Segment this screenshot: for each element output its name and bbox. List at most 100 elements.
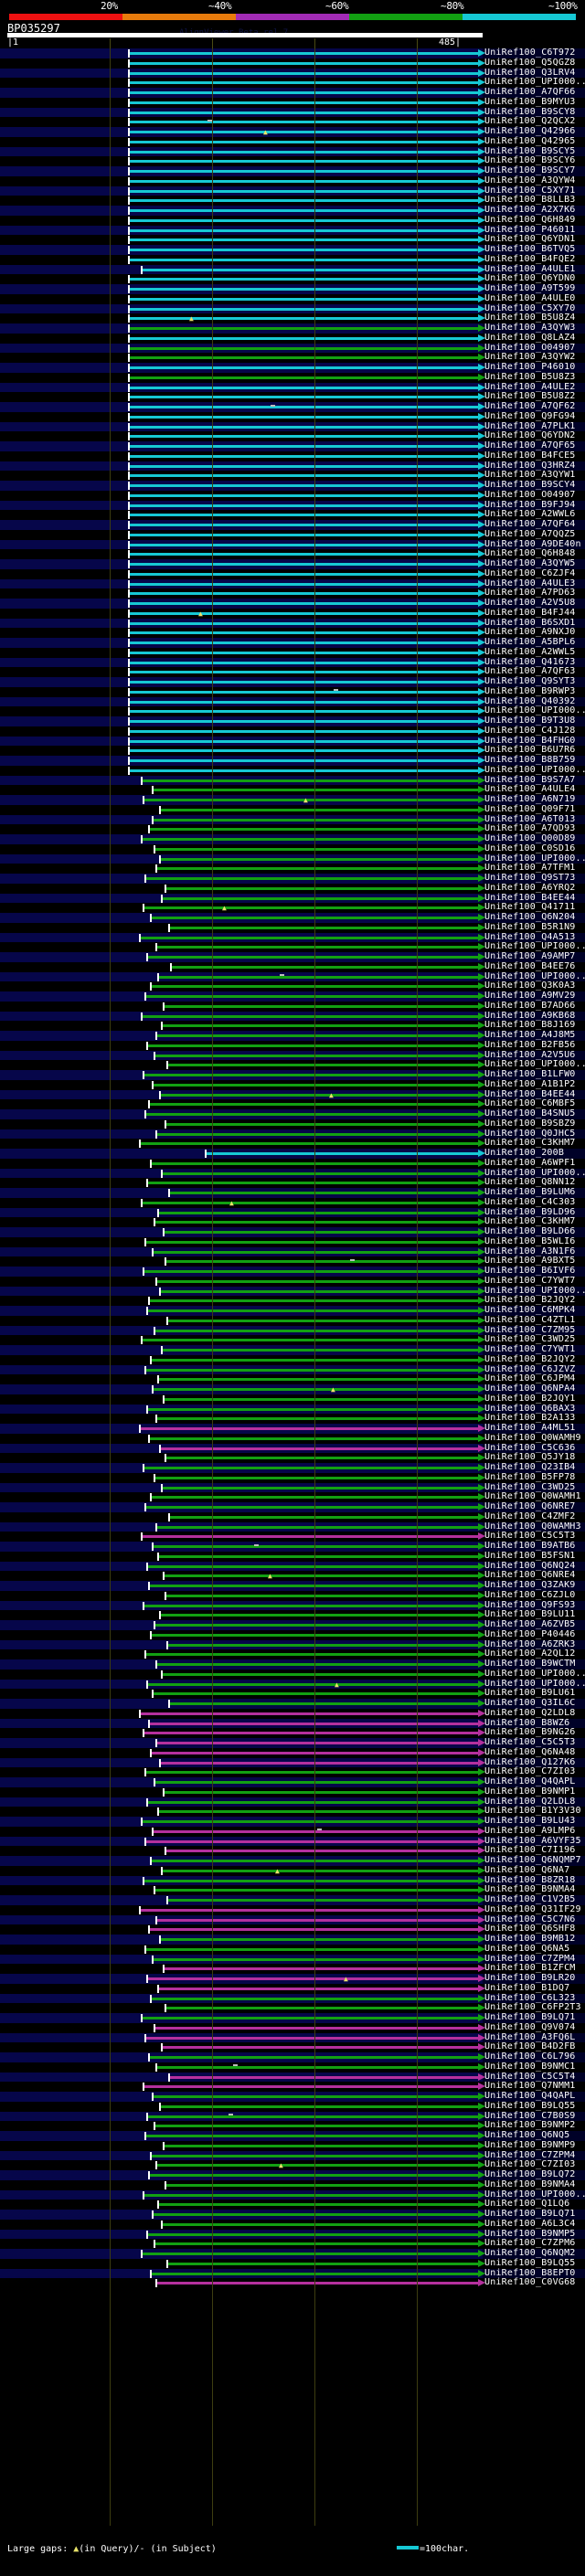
alignment-bar[interactable] — [155, 1221, 478, 1224]
hit-row[interactable]: UniRef100_UPI000... — [0, 941, 585, 952]
alignment-bar[interactable] — [130, 61, 478, 65]
hit-row[interactable]: UniRef100_P46011 — [0, 225, 585, 236]
alignment-bar[interactable] — [163, 2222, 478, 2226]
hit-label[interactable]: UniRef100_B9LQ71 — [484, 2012, 576, 2022]
hit-row[interactable]: UniRef100_B9RWP3 — [0, 686, 585, 697]
hit-row[interactable]: UniRef100_P46010 — [0, 362, 585, 373]
hit-label[interactable]: UniRef100_UPI000... — [484, 970, 585, 981]
hit-label[interactable]: UniRef100_B8EPT0 — [484, 2267, 576, 2278]
alignment-bar[interactable] — [130, 366, 478, 369]
alignment-bar[interactable] — [157, 2282, 478, 2285]
hit-row[interactable]: UniRef100_Q09F71 — [0, 803, 585, 815]
alignment-bar[interactable] — [130, 582, 478, 586]
alignment-bar[interactable] — [168, 2262, 478, 2265]
hit-row[interactable]: UniRef100_A3N1F6 — [0, 1246, 585, 1257]
hit-label[interactable]: UniRef100_C7ZPM4 — [484, 2149, 576, 2160]
alignment-bar[interactable] — [161, 1938, 478, 1941]
alignment-bar[interactable] — [150, 1299, 478, 1303]
alignment-bar[interactable] — [161, 1093, 478, 1097]
alignment-bar[interactable] — [168, 1064, 478, 1067]
hit-label[interactable]: UniRef100_O04907 — [484, 489, 576, 500]
hit-row[interactable]: UniRef100_B4SNU5 — [0, 1108, 585, 1119]
hit-label[interactable]: UniRef100_A3QYW4 — [484, 175, 576, 186]
hit-label[interactable]: UniRef100_B4EE76 — [484, 960, 576, 971]
hit-label[interactable]: UniRef100_Q6NQ24 — [484, 1560, 576, 1571]
hit-row[interactable]: ▲ UniRef100_Q42966 — [0, 126, 585, 137]
hit-row[interactable]: UniRef100_A4ULE2 — [0, 382, 585, 393]
hit-label[interactable]: UniRef100_Q6YDN1 — [484, 234, 576, 245]
alignment-bar[interactable] — [130, 209, 478, 212]
hit-row[interactable]: UniRef100_UPI000... — [0, 1286, 585, 1297]
hit-row[interactable]: UniRef100_A2V5U6 — [0, 1050, 585, 1061]
alignment-bar[interactable] — [130, 611, 478, 615]
alignment-bar[interactable] — [172, 965, 478, 969]
hit-label[interactable]: UniRef100_Q6NA48 — [484, 1746, 576, 1757]
alignment-bar[interactable] — [130, 336, 478, 340]
alignment-bar[interactable] — [154, 818, 478, 822]
hit-label[interactable]: UniRef100_Q0JHC5 — [484, 1128, 576, 1139]
hit-label[interactable]: UniRef100_UPI000... — [484, 941, 585, 952]
hit-label[interactable]: UniRef100_C6JPM4 — [484, 1373, 576, 1384]
hit-row[interactable]: UniRef100_B9NMP9 — [0, 2140, 585, 2151]
alignment-bar[interactable] — [141, 1908, 478, 1912]
hit-label[interactable]: UniRef100_A3QYW3 — [484, 323, 576, 333]
hit-label[interactable]: UniRef100_B9SCY7 — [484, 165, 576, 175]
alignment-bar[interactable] — [165, 1790, 478, 1794]
hit-row[interactable]: UniRef100_B9LQ55 — [0, 2101, 585, 2112]
hit-label[interactable]: UniRef100_B9LUM6 — [484, 1187, 576, 1197]
hit-label[interactable]: UniRef100_A7QF63 — [484, 666, 576, 677]
alignment-bar[interactable] — [150, 2174, 478, 2177]
hit-row[interactable]: UniRef100_A3QYW4 — [0, 175, 585, 186]
hit-label[interactable]: UniRef100_B7AD66 — [484, 1000, 576, 1011]
hit-label[interactable]: UniRef100_C6FP2T3 — [484, 2002, 581, 2013]
alignment-bar[interactable] — [130, 572, 478, 576]
hit-row[interactable]: UniRef100_B5FP78 — [0, 1472, 585, 1483]
hit-label[interactable]: UniRef100_C5C5T4 — [484, 2071, 576, 2082]
alignment-bar[interactable] — [168, 1319, 478, 1322]
alignment-bar[interactable] — [130, 160, 478, 164]
alignment-bar[interactable] — [130, 454, 478, 458]
hit-label[interactable]: UniRef100_P40446 — [484, 1628, 576, 1639]
hit-row[interactable]: UniRef100_B9LQ72 — [0, 2169, 585, 2180]
hit-row[interactable]: UniRef100_B9SCY7 — [0, 165, 585, 176]
hit-label[interactable]: UniRef100_Q0WAMH3 — [484, 1521, 581, 1532]
alignment-bar[interactable] — [130, 297, 478, 301]
hit-label[interactable]: UniRef100_UPI000... — [484, 853, 585, 864]
hit-row[interactable]: UniRef100_Q6YDN0 — [0, 273, 585, 284]
hit-label[interactable]: UniRef100_A7QQZ5 — [484, 528, 576, 539]
hit-label[interactable]: UniRef100_Q09F71 — [484, 803, 576, 814]
hit-row[interactable]: UniRef100_Q8NN12 — [0, 1177, 585, 1188]
alignment-bar[interactable] — [148, 1407, 478, 1411]
hit-row[interactable]: UniRef100_B6TVQ5 — [0, 244, 585, 255]
alignment-bar[interactable] — [130, 228, 478, 232]
alignment-bar[interactable] — [130, 91, 478, 94]
hit-row[interactable]: UniRef100_B2A133 — [0, 1413, 585, 1424]
alignment-bar[interactable] — [157, 2065, 478, 2069]
alignment-bar[interactable] — [130, 484, 478, 487]
hit-label[interactable]: UniRef100_B1LFW0 — [484, 1069, 576, 1079]
alignment-bar[interactable] — [144, 1732, 478, 1735]
hit-row[interactable]: UniRef100_C6MBF5 — [0, 1098, 585, 1109]
hit-row[interactable]: UniRef100_Q6YDN2 — [0, 430, 585, 441]
hit-label[interactable]: UniRef100_B9LU61 — [484, 1688, 576, 1699]
hit-label[interactable]: UniRef100_A7QF66 — [484, 87, 576, 97]
alignment-bar[interactable] — [154, 1388, 478, 1391]
alignment-bar[interactable] — [130, 445, 478, 448]
hit-row[interactable]: UniRef100_A3QYW3 — [0, 323, 585, 334]
hit-label[interactable]: UniRef100_B9MB12 — [484, 1934, 576, 1944]
hit-label[interactable]: UniRef100_C6MBF5 — [484, 1098, 576, 1109]
hit-label[interactable]: UniRef100_A3QYW5 — [484, 558, 576, 568]
alignment-bar[interactable] — [148, 1182, 478, 1185]
hit-row[interactable]: ▲ UniRef100_C7ZI03 — [0, 2159, 585, 2170]
hit-row[interactable]: UniRef100_B4EE76 — [0, 960, 585, 972]
hit-label[interactable]: UniRef100_Q6NA7 — [484, 1864, 570, 1875]
hit-label[interactable]: UniRef100_B1ZFCM — [484, 1963, 576, 1974]
alignment-bar[interactable] — [154, 1957, 478, 1961]
hit-label[interactable]: UniRef100_B2FB56 — [484, 1039, 576, 1050]
hit-label[interactable]: UniRef100_B4D2FB — [484, 2041, 576, 2052]
hit-row[interactable]: UniRef100_Q2QCX2 — [0, 116, 585, 127]
hit-label[interactable]: UniRef100_UPI000... — [484, 764, 585, 775]
alignment-bar[interactable] — [143, 779, 478, 782]
hit-label[interactable]: UniRef100_B5U8Z2 — [484, 391, 576, 402]
alignment-bar[interactable] — [143, 1201, 478, 1204]
